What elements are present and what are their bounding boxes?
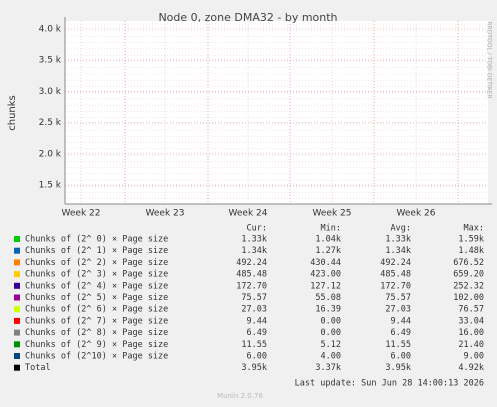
- x-tick-label: Week 23: [146, 209, 185, 219]
- legend-swatch: [14, 317, 20, 324]
- x-tick-label: Week 25: [313, 209, 352, 219]
- legend-header: Max:: [464, 224, 484, 234]
- x-tick-label: Week 26: [397, 209, 436, 219]
- legend-value: 9.44: [391, 316, 411, 326]
- x-tick-label: Week 22: [62, 209, 101, 219]
- legend-label: Chunks of (2^ 5) × Page size: [25, 293, 168, 303]
- legend-value: 0.00: [321, 328, 341, 338]
- y-tick-label: 1.5 k: [39, 181, 62, 191]
- legend-swatch: [14, 341, 20, 348]
- legend-label: Chunks of (2^ 6) × Page size: [25, 305, 168, 315]
- y-tick-label: 3.0 k: [39, 87, 62, 97]
- legend-value: 76.57: [458, 305, 484, 315]
- legend-value: 659.20: [453, 270, 484, 280]
- legend-value: 11.55: [241, 340, 267, 350]
- legend-value: 127.12: [310, 281, 341, 291]
- y-tick-label: 2.0 k: [39, 149, 62, 159]
- legend-label: Total: [25, 363, 51, 373]
- legend-value: 4.92k: [458, 363, 484, 373]
- legend-value: 485.48: [380, 270, 411, 280]
- legend-value: 423.00: [310, 270, 341, 280]
- y-tick-label: 4.0 k: [39, 24, 62, 34]
- legend-value: 3.95k: [385, 363, 411, 373]
- legend-value: 172.70: [380, 281, 411, 291]
- legend-value: 430.44: [310, 258, 341, 268]
- legend-value: 75.57: [385, 293, 411, 303]
- legend-value: 1.27k: [315, 246, 341, 256]
- last-update: Last update: Sun Jun 28 14:00:13 2026: [295, 379, 484, 389]
- legend-value: 6.49: [391, 328, 411, 338]
- legend-swatch: [14, 294, 20, 301]
- legend-value: 4.00: [321, 352, 341, 362]
- legend-label: Chunks of (2^ 2) × Page size: [25, 258, 168, 268]
- legend-swatch: [14, 236, 20, 242]
- y-axis-label: chunks: [7, 95, 18, 131]
- plot-area: [65, 21, 488, 204]
- legend-value: 16.39: [315, 305, 341, 315]
- legend-value: 676.52: [453, 258, 484, 268]
- legend-value: 1.33k: [385, 235, 411, 245]
- y-tick-label: 2.5 k: [39, 118, 62, 128]
- legend-value: 55.08: [315, 293, 341, 303]
- legend-label: Chunks of (2^ 9) × Page size: [25, 340, 168, 350]
- legend-value: 11.55: [385, 340, 411, 350]
- legend-swatch: [14, 306, 20, 313]
- legend-label: Chunks of (2^ 3) × Page size: [25, 270, 168, 280]
- legend-value: 1.34k: [385, 246, 411, 256]
- legend-value: 1.04k: [315, 235, 341, 245]
- legend-swatch: [14, 271, 20, 278]
- legend-value: 172.70: [236, 281, 267, 291]
- legend-value: 27.03: [385, 305, 411, 315]
- legend-value: 0.00: [321, 316, 341, 326]
- legend-value: 102.00: [453, 293, 484, 303]
- legend-value: 33.04: [458, 316, 484, 326]
- legend-value: 6.00: [391, 352, 411, 362]
- legend-label: Chunks of (2^ 1) × Page size: [25, 246, 168, 256]
- legend-label: Chunks of (2^ 8) × Page size: [25, 328, 168, 338]
- legend-value: 6.00: [247, 352, 267, 362]
- legend-swatch: [14, 259, 20, 266]
- legend-swatch: [14, 329, 20, 336]
- footer: Munin 2.0.76: [217, 392, 263, 400]
- legend-value: 1.33k: [241, 235, 267, 245]
- legend-swatch: [14, 353, 20, 359]
- legend-value: 252.32: [453, 281, 484, 291]
- legend-value: 5.12: [321, 340, 341, 350]
- legend-label: Chunks of (2^ 7) × Page size: [25, 316, 168, 326]
- legend-label: Chunks of (2^10) × Page size: [25, 352, 168, 362]
- legend-swatch: [14, 282, 20, 289]
- legend-value: 1.48k: [458, 246, 484, 256]
- legend-swatch: [14, 364, 20, 371]
- legend-swatch: [14, 247, 20, 254]
- legend-value: 16.00: [458, 328, 484, 338]
- legend-header: Min:: [321, 224, 341, 234]
- legend-value: 485.48: [236, 270, 267, 280]
- chart-title: Node 0, zone DMA32 - by month: [158, 11, 337, 24]
- legend-value: 75.57: [241, 293, 267, 303]
- x-tick-label: Week 24: [229, 209, 268, 219]
- legend-header: Cur:: [247, 224, 267, 234]
- legend-label: Chunks of (2^ 4) × Page size: [25, 281, 168, 291]
- legend-value: 3.37k: [315, 363, 341, 373]
- legend-value: 492.24: [380, 258, 411, 268]
- legend-value: 21.40: [458, 340, 484, 350]
- legend-value: 9.44: [247, 316, 267, 326]
- legend-value: 6.49: [247, 328, 267, 338]
- legend-header: Avg:: [391, 224, 411, 234]
- legend-value: 1.59k: [458, 235, 484, 245]
- legend-value: 3.95k: [241, 363, 267, 373]
- legend-value: 9.00: [464, 352, 484, 362]
- legend-label: Chunks of (2^ 0) × Page size: [25, 235, 168, 245]
- side-text: RRDTOOL / TOBI OETIKER: [486, 21, 493, 98]
- y-tick-label: 3.5 k: [39, 56, 62, 66]
- legend-value: 27.03: [241, 305, 267, 315]
- legend-value: 1.34k: [241, 246, 267, 256]
- legend-value: 492.24: [236, 258, 267, 268]
